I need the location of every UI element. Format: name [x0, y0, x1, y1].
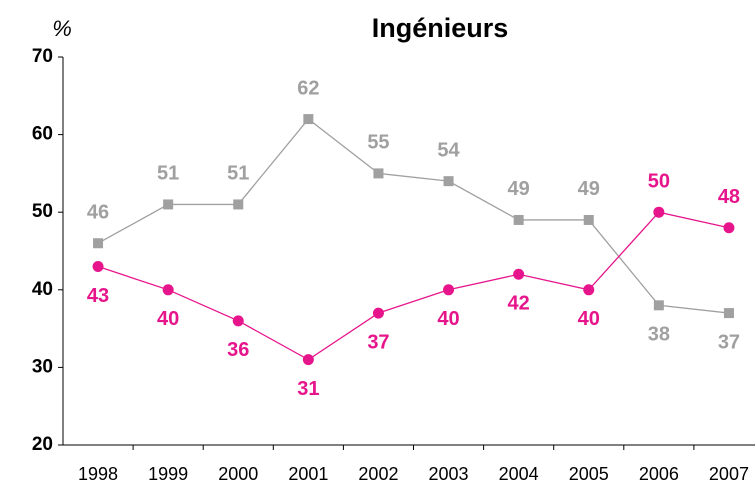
marker [513, 268, 525, 280]
y-tick-label: 40 [32, 279, 53, 300]
marker [583, 284, 595, 296]
data-label: 38 [648, 324, 670, 346]
data-label: 48 [718, 186, 740, 208]
data-label: 37 [718, 331, 740, 353]
x-tick-label: 2006 [639, 464, 679, 484]
marker [653, 300, 664, 311]
marker [723, 222, 735, 234]
marker [233, 199, 244, 210]
x-tick-label: 2004 [499, 464, 539, 484]
data-label: 49 [508, 178, 530, 200]
data-label: 43 [87, 285, 109, 307]
chart-title: Ingénieurs [372, 13, 509, 43]
x-tick-label: 2007 [709, 464, 749, 484]
x-tick-label: 2003 [429, 464, 469, 484]
data-label: 46 [87, 202, 109, 224]
marker [583, 214, 594, 225]
y-tick-label: 60 [32, 124, 53, 145]
y-axis-label: % [52, 16, 72, 41]
marker [373, 168, 384, 179]
data-label: 37 [367, 331, 389, 353]
data-label: 42 [508, 293, 530, 315]
marker [303, 114, 314, 125]
y-tick-label: 20 [32, 434, 53, 455]
x-tick-label: 1999 [148, 464, 188, 484]
data-label: 36 [227, 339, 249, 361]
marker [162, 284, 174, 296]
series-line [97, 118, 730, 314]
data-label: 49 [578, 178, 600, 200]
marker [92, 261, 104, 273]
marker [372, 307, 384, 319]
y-tick-label: 30 [32, 356, 53, 377]
data-label: 54 [437, 139, 460, 161]
marker [443, 284, 455, 296]
marker [163, 199, 174, 210]
series-line [97, 211, 730, 361]
x-tick-label: 2000 [218, 464, 258, 484]
marker [443, 176, 454, 187]
data-label: 40 [578, 308, 600, 330]
x-tick-label: 2001 [288, 464, 328, 484]
data-label: 50 [648, 170, 670, 192]
marker [723, 308, 734, 319]
marker [653, 206, 665, 218]
data-label: 40 [437, 308, 459, 330]
marker [232, 315, 244, 327]
data-label: 40 [157, 308, 179, 330]
x-tick-label: 1998 [78, 464, 118, 484]
y-tick-label: 70 [32, 46, 53, 67]
data-label: 51 [157, 163, 179, 185]
marker [302, 354, 314, 366]
marker [513, 214, 524, 225]
data-label: 51 [227, 163, 249, 185]
data-label: 62 [297, 77, 319, 99]
data-label: 31 [297, 378, 319, 400]
y-tick-label: 50 [32, 201, 53, 222]
x-tick-label: 2002 [358, 464, 398, 484]
x-tick-label: 2005 [569, 464, 609, 484]
marker [93, 238, 104, 249]
data-label: 55 [367, 132, 389, 154]
